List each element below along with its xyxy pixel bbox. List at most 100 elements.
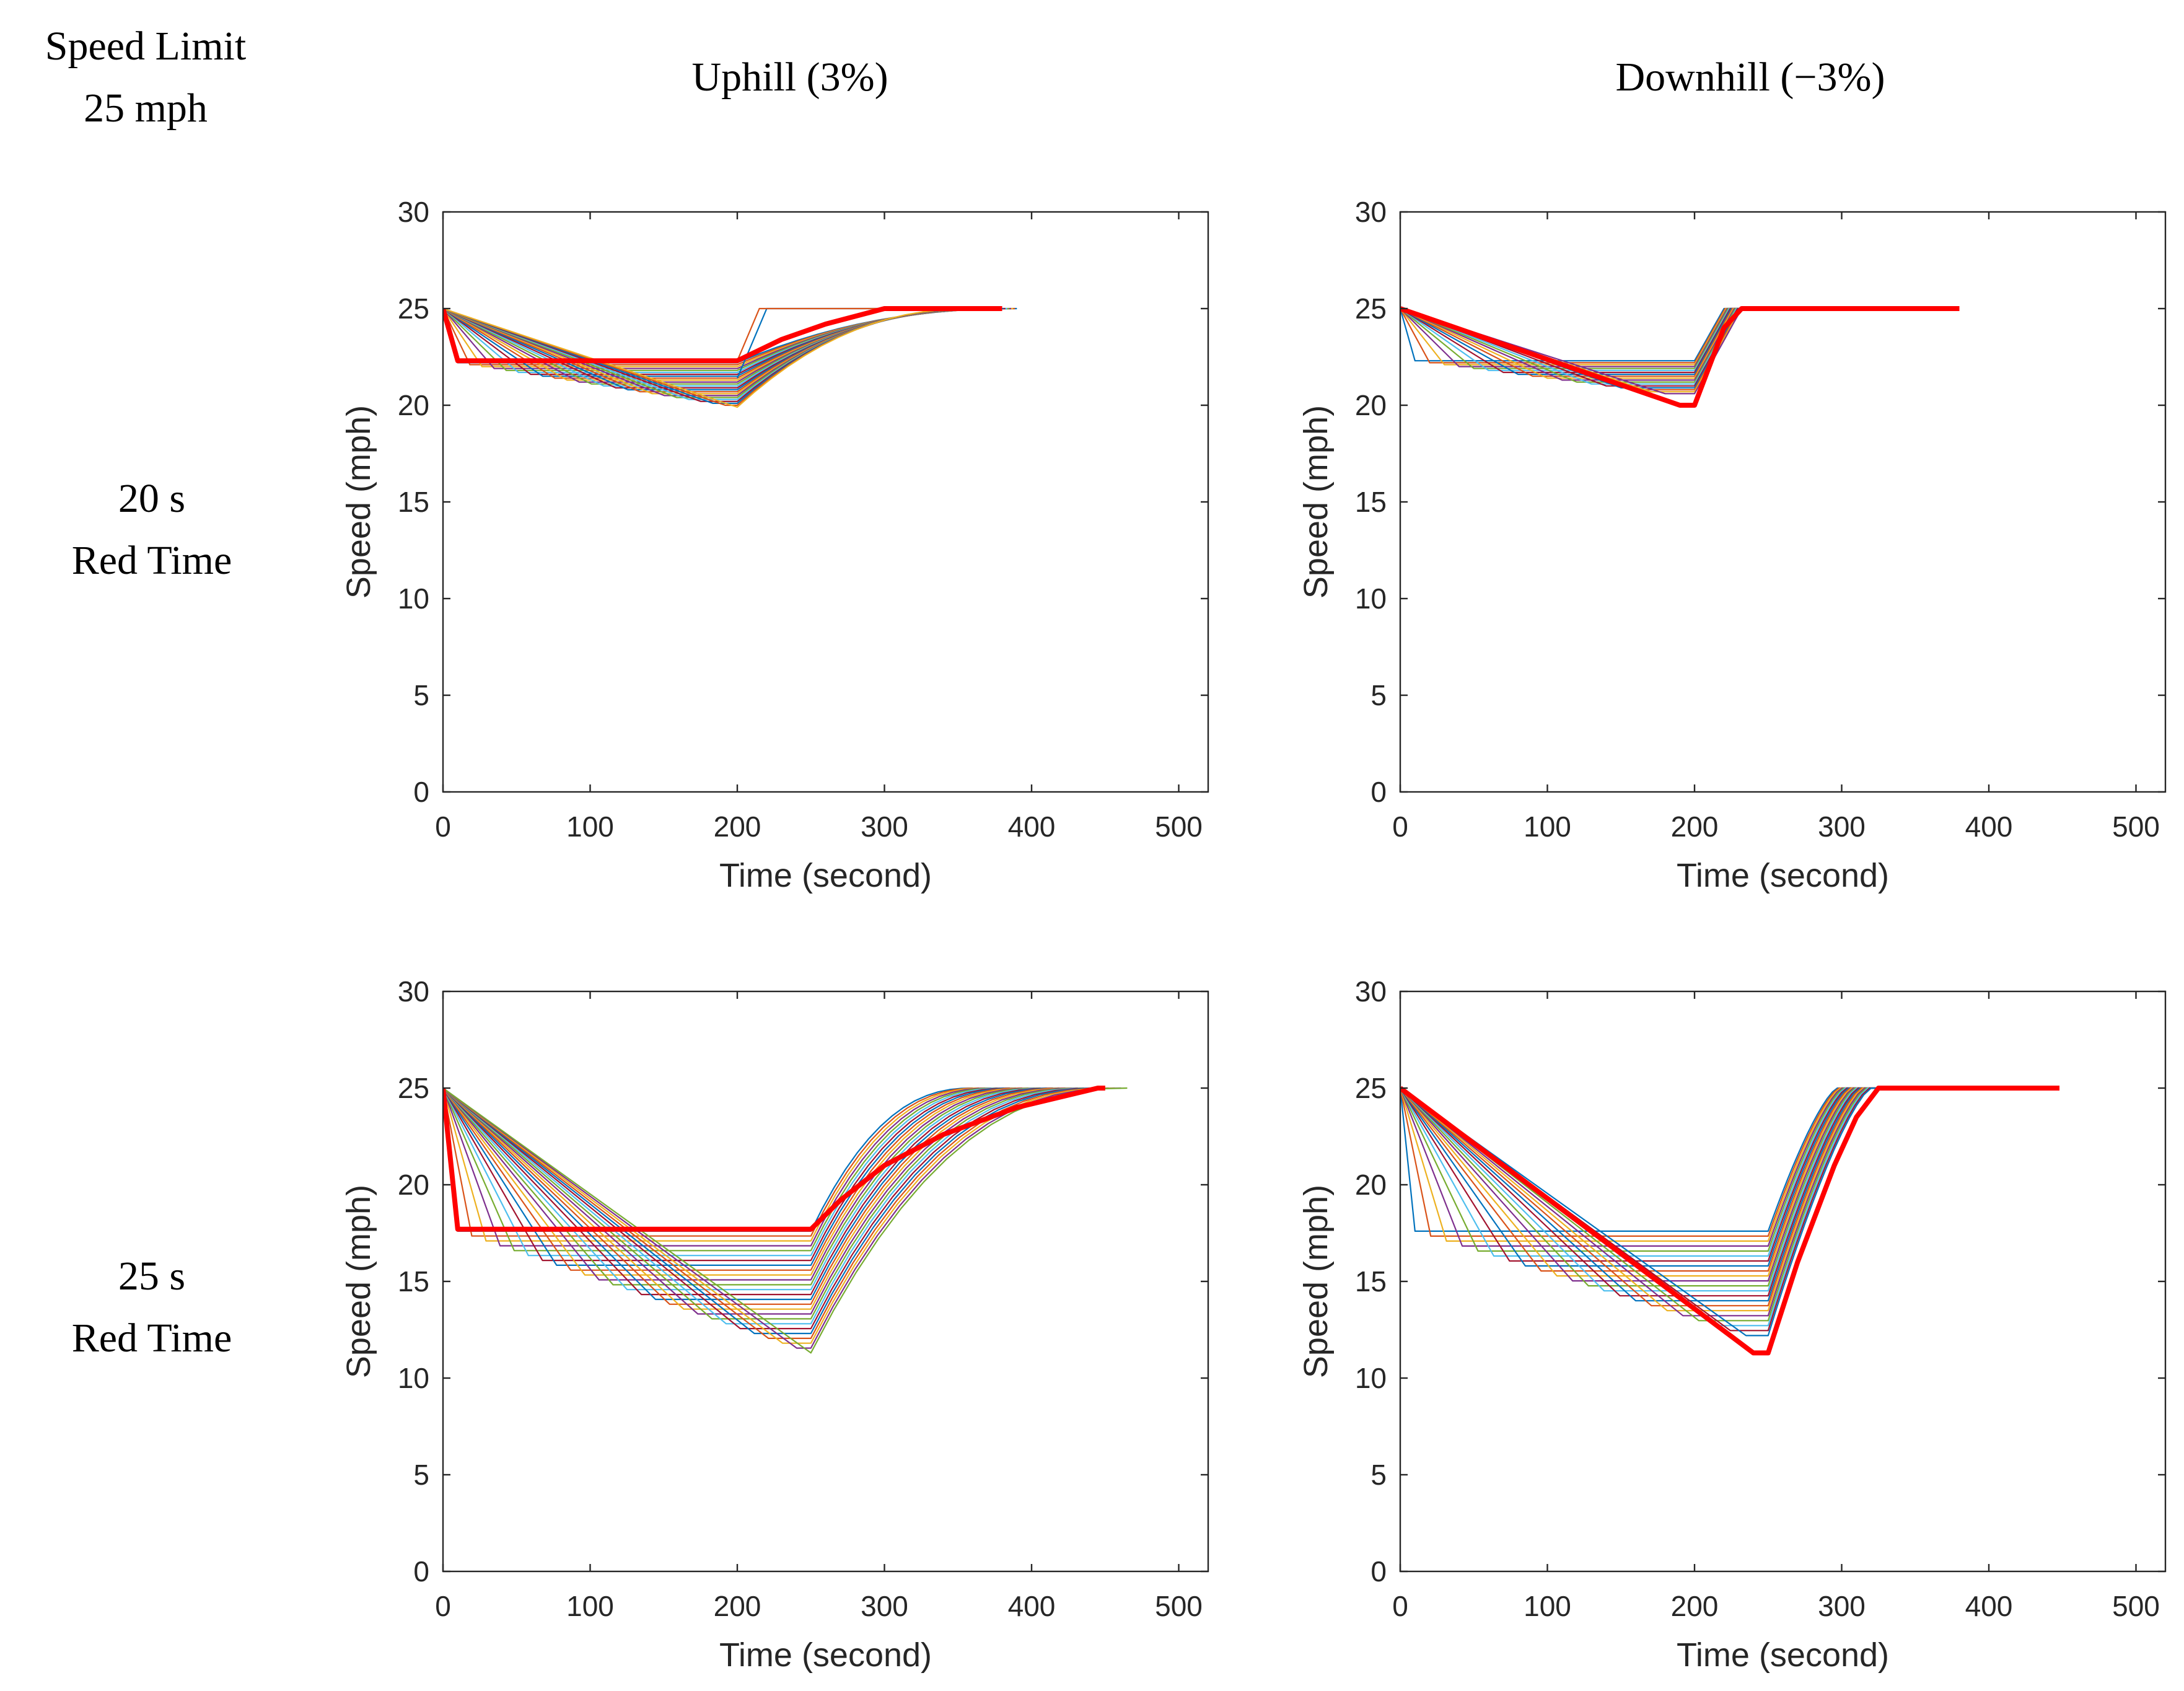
x-tick-label: 200 <box>714 1590 761 1622</box>
trajectory-line <box>1400 307 1960 367</box>
y-tick-label: 20 <box>1355 1169 1387 1201</box>
column-title-downhill: Downhill (−3%) <box>1615 55 1885 100</box>
x-tick: 400 <box>1965 991 2013 1622</box>
y-tick: 30 <box>1355 975 2165 1008</box>
x-tick: 0 <box>1392 991 1408 1622</box>
x-tick: 400 <box>1008 212 1056 843</box>
x-axis-title: Time (second) <box>1677 857 1889 894</box>
x-tick: 300 <box>861 991 908 1622</box>
trajectory-line <box>1400 1087 1886 1232</box>
x-tick-label: 200 <box>1671 1590 1719 1622</box>
y-tick-label: 0 <box>413 1555 429 1588</box>
x-tick-label: 100 <box>566 810 614 843</box>
y-tick: 5 <box>413 1459 1208 1491</box>
y-tick: 10 <box>398 1362 1208 1394</box>
trajectory-line <box>443 1087 1078 1315</box>
trajectory-line <box>1400 307 1960 371</box>
y-tick: 15 <box>1355 1265 2165 1298</box>
y-tick: 20 <box>398 389 1208 421</box>
y-tick-label: 15 <box>1355 1265 1387 1298</box>
x-tick-label: 400 <box>1008 810 1056 843</box>
trajectory-line <box>1400 1087 1886 1262</box>
y-tick: 25 <box>398 1072 1208 1104</box>
y-tick-label: 10 <box>1355 1362 1387 1394</box>
trajectory-line <box>1400 1087 1886 1237</box>
trajectory-line <box>443 1087 1047 1291</box>
trajectory-line <box>1400 307 1960 377</box>
trajectory-line <box>1400 1087 1886 1252</box>
trajectory-line <box>1400 1087 1886 1267</box>
trajectory-line <box>1400 1087 1886 1282</box>
trajectory-line <box>1400 307 1960 376</box>
trajectory-line <box>443 1087 1084 1320</box>
x-axis-title: Time (second) <box>719 1636 932 1674</box>
x-tick-label: 0 <box>1392 1590 1408 1622</box>
x-tick-label: 300 <box>1818 810 1866 843</box>
y-tick: 5 <box>1370 679 2165 711</box>
row-label-20s-line1: 20 s <box>118 476 186 521</box>
x-tick-label: 500 <box>2112 1590 2160 1622</box>
y-axis-title: Speed (mph) <box>340 1185 377 1378</box>
trajectory-line <box>1400 1087 1886 1297</box>
row-label-25s-line2: Red Time <box>71 1315 232 1361</box>
y-tick: 20 <box>1355 1169 2165 1201</box>
highlighted-trajectory <box>1400 306 1960 408</box>
highlighted-trajectory <box>443 306 1002 364</box>
y-tick-label: 5 <box>413 679 429 711</box>
x-tick-label: 500 <box>1155 810 1203 843</box>
y-tick: 10 <box>1355 582 2165 615</box>
trajectory-line <box>443 1087 1109 1339</box>
trajectory-line <box>443 1087 1059 1301</box>
x-tick-label: 100 <box>1524 810 1571 843</box>
trajectory-line <box>1400 1087 1886 1292</box>
y-tick-label: 0 <box>1370 776 1387 808</box>
trajectory-line <box>443 1087 1004 1257</box>
x-tick-label: 300 <box>861 1590 908 1622</box>
y-axis-title: Speed (mph) <box>340 405 377 599</box>
x-tick-label: 300 <box>1818 1590 1866 1622</box>
trajectory-line <box>1400 1087 1886 1242</box>
chart-downhill-20s: 0 100 200 300 400 500 0 5 10 15 20 25 30 Time (second… <box>1297 196 2167 894</box>
plot-area <box>443 212 1208 792</box>
x-tick: 500 <box>1155 212 1203 843</box>
y-tick: 25 <box>398 292 1208 325</box>
y-tick: 25 <box>1355 1072 2165 1104</box>
y-tick: 15 <box>398 486 1208 518</box>
y-tick: 15 <box>398 1265 1208 1298</box>
trajectory-line <box>1400 1087 1886 1337</box>
highlighted-trajectory <box>1400 1086 2059 1356</box>
trajectory-line <box>1400 1087 1886 1277</box>
y-tick: 30 <box>398 196 1208 228</box>
x-tick-label: 400 <box>1965 1590 2013 1622</box>
trajectory-line <box>443 1087 991 1247</box>
x-tick: 100 <box>1524 212 1571 843</box>
y-tick: 10 <box>1355 1362 2165 1394</box>
chart-uphill-25s: 0 100 200 300 400 500 0 5 10 15 20 25 30 Time (second… <box>340 975 1209 1674</box>
x-tick: 0 <box>435 212 451 843</box>
corner-label-line1: Speed Limit <box>45 24 247 69</box>
trajectory-line <box>1400 307 1960 374</box>
y-tick-label: 15 <box>1355 486 1387 518</box>
y-tick: 0 <box>1370 1555 2165 1588</box>
y-tick-label: 20 <box>398 1169 429 1201</box>
x-tick: 0 <box>435 991 451 1622</box>
trajectory-line <box>443 1087 998 1252</box>
x-tick: 500 <box>1155 991 1203 1622</box>
y-tick-label: 0 <box>413 776 429 808</box>
chart-uphill-20s: 0 100 200 300 400 500 0 5 10 15 20 25 30 Time (second… <box>340 196 1209 894</box>
y-tick-label: 5 <box>1370 1459 1387 1491</box>
y-tick: 30 <box>1355 196 2165 228</box>
x-tick: 200 <box>1671 212 1718 843</box>
trajectory-line <box>1400 1087 1886 1317</box>
y-tick: 30 <box>398 975 1208 1008</box>
trajectory-line <box>443 1087 1028 1276</box>
trajectory-line <box>443 1087 1053 1296</box>
y-tick-label: 15 <box>398 486 429 518</box>
y-tick-label: 10 <box>1355 582 1387 615</box>
y-tick: 25 <box>1355 292 2165 325</box>
y-tick: 5 <box>1370 1459 2165 1491</box>
x-tick-label: 100 <box>566 1590 614 1622</box>
corner-label-line2: 25 mph <box>84 86 208 131</box>
x-tick-label: 100 <box>1524 1590 1571 1622</box>
x-tick: 100 <box>1524 991 1571 1622</box>
